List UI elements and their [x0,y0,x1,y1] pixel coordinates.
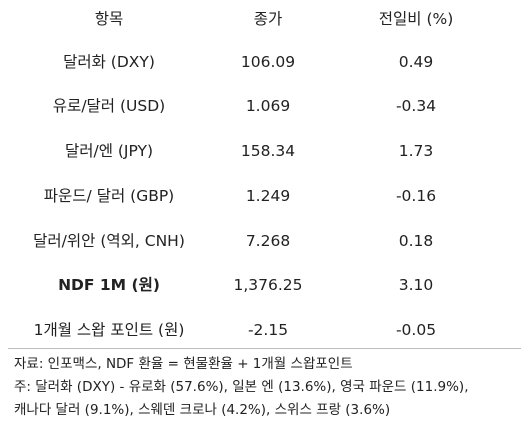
row-close: -2.15 [247,321,289,339]
footnote-line-2: 캐나다 달러 (9.1%), 스웨덴 크로나 (4.2%), 스위스 프랑 (3… [14,402,391,418]
table-row: 1개월 스왑 포인트 (원) -2.15 -0.05 [0,315,529,345]
row-change: 3.10 [398,276,434,294]
row-label: 1개월 스왑 포인트 (원) [33,321,185,339]
divider [8,348,521,349]
table-row: 달러/위안 (역외, CNH) 7.268 0.18 [0,226,529,256]
table-row-highlight: NDF 1M (원) 1,376.25 3.10 [0,270,529,300]
row-close: 7.268 [245,232,291,250]
table-row: 달러화 (DXY) 106.09 0.49 [0,47,529,77]
table-row: 유로/달러 (USD) 1.069 -0.34 [0,91,529,121]
header-item: 항목 [94,10,124,28]
source-note: 자료: 인포맥스, NDF 환율 = 현물환율 + 1개월 스왑포인트 [14,356,353,372]
row-label: 유로/달러 (USD) [52,97,166,115]
row-label: 달러화 (DXY) [63,53,155,71]
table-header-row: 항목 종가 전일비 (%) [0,4,529,34]
row-close: 1.249 [245,187,291,205]
row-close: 1,376.25 [233,276,303,294]
table-row: 파운드/ 달러 (GBP) 1.249 -0.16 [0,181,529,211]
row-change: -0.16 [395,187,437,205]
table-row: 달러/엔 (JPY) 158.34 1.73 [0,136,529,166]
header-close: 종가 [253,10,283,28]
row-change: -0.34 [395,97,437,115]
row-change: 0.49 [398,53,434,71]
row-label: 달러/위안 (역외, CNH) [33,232,185,250]
row-close: 1.069 [245,97,291,115]
row-close: 106.09 [240,53,296,71]
row-label: 파운드/ 달러 (GBP) [43,187,175,205]
row-change: -0.05 [395,321,437,339]
row-label: NDF 1M (원) [58,276,160,294]
header-change: 전일비 (%) [378,10,454,28]
row-label: 달러/엔 (JPY) [64,142,154,160]
row-close: 158.34 [240,142,296,160]
row-change: 1.73 [398,142,434,160]
footnote-line-1: 주: 달러화 (DXY) - 유로화 (57.6%), 일본 엔 (13.6%)… [14,379,469,395]
row-change: 0.18 [398,232,434,250]
